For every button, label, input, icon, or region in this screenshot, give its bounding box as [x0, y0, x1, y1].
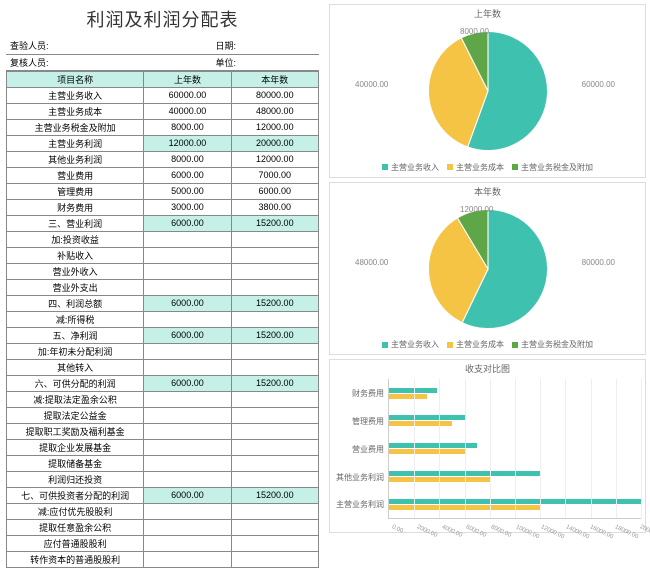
- table-row: 应付普通股股利: [7, 535, 319, 551]
- table-row: 利润归还投资: [7, 471, 319, 487]
- table-row: 五、净利润6000.0015200.00: [7, 327, 319, 343]
- table-header: 项目名称 上年数 本年数: [7, 71, 319, 87]
- inspector-label: 查验人员:: [6, 38, 181, 54]
- table-row: 主营业务税金及附加8000.0012000.00: [7, 119, 319, 135]
- profit-table: 项目名称 上年数 本年数 主营业务收入60000.0080000.00主营业务成…: [6, 71, 319, 568]
- table-row: 营业外支出: [7, 279, 319, 295]
- table-row: 转作资本的普通股股利: [7, 551, 319, 567]
- reviewer-label: 复核人员:: [6, 54, 181, 70]
- profit-table-panel: 利润及利润分配表 查验人员: 日期: 复核人员: 单位: 项目名称 上年数 本年…: [0, 0, 325, 537]
- table-row: 三、营业利润6000.0015200.00: [7, 215, 319, 231]
- legend: 主营业务收入 主营业务成本 主营业务税金及附加: [330, 337, 645, 352]
- table-row: 减:应付优先股股利: [7, 503, 319, 519]
- charts-panel: 上年数 8000.00 60000.00 40000.00 主营业务收入 主营业…: [325, 0, 650, 537]
- table-row: 主营业务收入60000.0080000.00: [7, 87, 319, 103]
- table-row: 其他转入: [7, 359, 319, 375]
- table-row: 减:提取法定盈余公积: [7, 391, 319, 407]
- table-row: 提取任意盈余公积: [7, 519, 319, 535]
- table-row: 加:年初未分配利润: [7, 343, 319, 359]
- table-row: 营业外收入: [7, 263, 319, 279]
- table-row: 其他业务利润8000.0012000.00: [7, 151, 319, 167]
- date-label: 日期:: [212, 38, 320, 54]
- table-row: 财务费用3000.003800.00: [7, 199, 319, 215]
- table-row: 提取法定公益金: [7, 407, 319, 423]
- table-row: 减:所得税: [7, 311, 319, 327]
- table-row: 四、利润总额6000.0015200.00: [7, 295, 319, 311]
- table-row: 提取企业发展基金: [7, 439, 319, 455]
- table-row: 提取储备基金: [7, 455, 319, 471]
- table-row: 主营业务成本40000.0048000.00: [7, 103, 319, 119]
- page-title: 利润及利润分配表: [6, 4, 319, 38]
- table-row: 加:投资收益: [7, 231, 319, 247]
- bar-chart: 收支对比图 财务费用管理费用营业费用其他业务利润主营业务利润 0.002000.…: [329, 359, 646, 533]
- legend: 主营业务收入 主营业务成本 主营业务税金及附加: [330, 160, 645, 175]
- table-row: 补贴收入: [7, 247, 319, 263]
- table-row: 管理费用5000.006000.00: [7, 183, 319, 199]
- table-row: 营业费用6000.007000.00: [7, 167, 319, 183]
- unit-label: 单位:: [212, 54, 320, 70]
- pie-chart-prev: 上年数 8000.00 60000.00 40000.00 主营业务收入 主营业…: [329, 4, 646, 178]
- pie-chart-curr: 本年数 12000.00 80000.00 48000.00 主营业务收入 主营…: [329, 182, 646, 356]
- meta-table: 查验人员: 日期: 复核人员: 单位:: [6, 38, 319, 71]
- table-row: 六、可供分配的利润6000.0015200.00: [7, 375, 319, 391]
- table-row: 主营业务利润12000.0020000.00: [7, 135, 319, 151]
- table-row: 提取职工奖励及福利基金: [7, 423, 319, 439]
- table-row: 七、可供投资者分配的利润6000.0015200.00: [7, 487, 319, 503]
